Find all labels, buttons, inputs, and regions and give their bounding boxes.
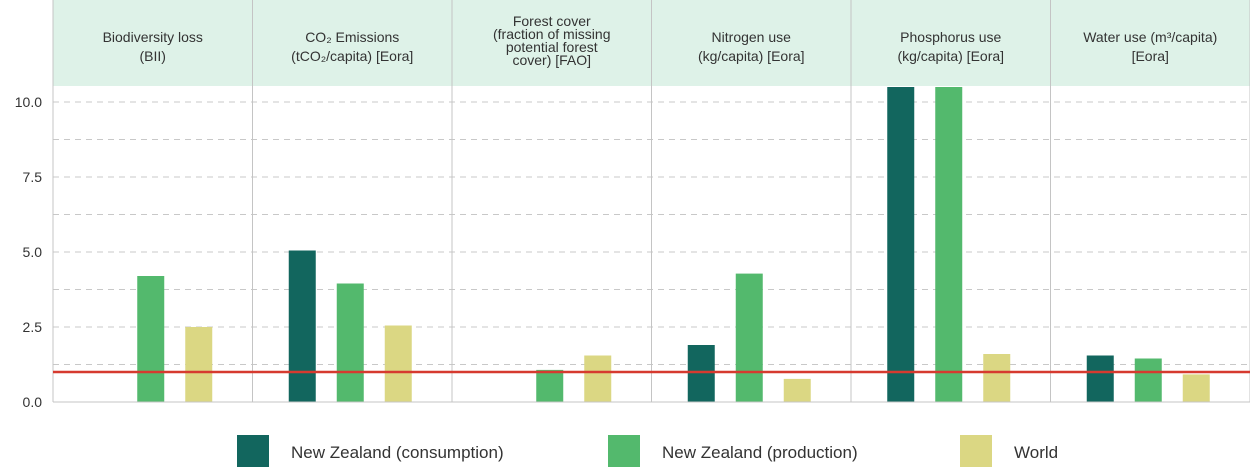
bar	[1134, 358, 1162, 402]
panel-title: Nitrogen use (kg/capita) [Eora]	[698, 29, 805, 64]
panel-title-line: Biodiversity loss	[103, 29, 203, 45]
bar	[185, 327, 213, 402]
panel-title-line: Phosphorus use	[900, 29, 1001, 45]
y-tick-label: 10.0	[15, 94, 42, 110]
panel-title-line: (BII)	[140, 48, 166, 64]
panel-title: Phosphorus use (kg/capita) [Eora]	[897, 29, 1004, 64]
legend-swatch	[960, 435, 992, 467]
panel-title-line: Water use (m³/capita)	[1083, 29, 1217, 45]
bar	[983, 354, 1011, 402]
bar	[687, 345, 715, 402]
panel-title-line: CO₂ Emissions	[305, 29, 399, 45]
bar	[887, 87, 915, 402]
bar	[584, 355, 612, 402]
panel-title-line: Nitrogen use	[712, 29, 792, 45]
legend-swatch	[608, 435, 640, 467]
panel-title-line: [Eora]	[1132, 48, 1169, 64]
legend-label: New Zealand (consumption)	[291, 443, 504, 462]
bar	[336, 283, 364, 402]
panel-title-line: (kg/capita) [Eora]	[897, 48, 1004, 64]
bar	[783, 378, 811, 402]
bar	[735, 273, 763, 402]
panel-title: Water use (m³/capita) [Eora]	[1083, 29, 1217, 64]
panel-title-line: cover) [FAO]	[512, 52, 591, 68]
panel-title-line: (kg/capita) [Eora]	[698, 48, 805, 64]
legend-label: World	[1014, 443, 1058, 462]
bar	[288, 250, 316, 402]
panel-title-line: potential forest	[506, 39, 598, 55]
bar	[384, 325, 412, 402]
y-tick-label: 0.0	[23, 394, 43, 410]
panel-title-line: Forest cover	[513, 13, 591, 29]
bar	[1182, 374, 1210, 402]
panel-title: CO₂ Emissions (tCO₂/capita) [Eora]	[291, 29, 413, 64]
panel-title-line: (fraction of missing	[493, 26, 610, 42]
bar	[536, 369, 564, 402]
bar	[935, 87, 963, 402]
bar	[137, 276, 165, 402]
y-tick-label: 2.5	[23, 319, 43, 335]
legend-label: New Zealand (production)	[662, 443, 858, 462]
panel-title: Biodiversity loss (BII)	[103, 29, 203, 64]
panel-title: Forest cover (fraction of missing potentia…	[493, 13, 610, 68]
y-tick-label: 7.5	[23, 169, 43, 185]
bar	[1086, 355, 1114, 402]
y-tick-label: 5.0	[23, 244, 43, 260]
panel-title-line: (tCO₂/capita) [Eora]	[291, 48, 413, 64]
legend-swatch	[237, 435, 269, 467]
